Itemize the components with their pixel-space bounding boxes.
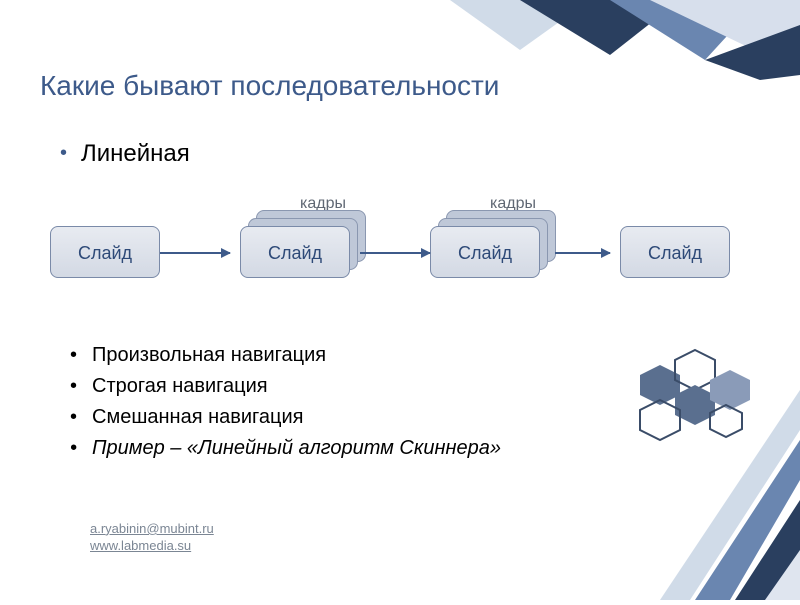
linear-diagram: кадрыкадрыСлайдСлайдСлайдСлайд xyxy=(40,190,760,310)
list-item-text: Произвольная навигация xyxy=(92,344,326,366)
list-item: Строгая навигация xyxy=(70,371,501,402)
list-item-text: Пример – «Линейный алгоритм Скиннера» xyxy=(92,437,501,459)
arrow-icon xyxy=(160,252,230,254)
deco-hexagons xyxy=(620,345,760,460)
footer-email[interactable]: a.ryabinin@mubint.ru xyxy=(90,521,214,536)
list-item: Смешанная навигация xyxy=(70,402,501,433)
footer: a.ryabinin@mubint.ru www.labmedia.su xyxy=(90,520,214,555)
slide-box: Слайд xyxy=(620,226,730,278)
arrow-icon xyxy=(360,252,430,254)
subtitle-row: • Линейная xyxy=(60,140,190,168)
list-item: Произвольная навигация xyxy=(70,340,501,371)
bullet-icon: • xyxy=(60,142,67,164)
footer-url[interactable]: www.labmedia.su xyxy=(90,538,191,553)
list-item-text: Строгая навигация xyxy=(92,375,268,397)
slide-box: Слайд xyxy=(240,226,350,278)
slide-box: Слайд xyxy=(50,226,160,278)
subtitle-text: Линейная xyxy=(81,140,190,167)
deco-top-shapes xyxy=(450,0,800,80)
bullet-list: Произвольная навигация Строгая навигация С… xyxy=(70,340,501,464)
slide-box: Слайд xyxy=(430,226,540,278)
deco-stripes xyxy=(600,300,800,600)
list-item-text: Смешанная навигация xyxy=(92,406,303,428)
page-title: Какие бывают последовательности xyxy=(40,70,499,102)
arrow-icon xyxy=(555,252,610,254)
list-item: Пример – «Линейный алгоритм Скиннера» xyxy=(70,433,501,464)
